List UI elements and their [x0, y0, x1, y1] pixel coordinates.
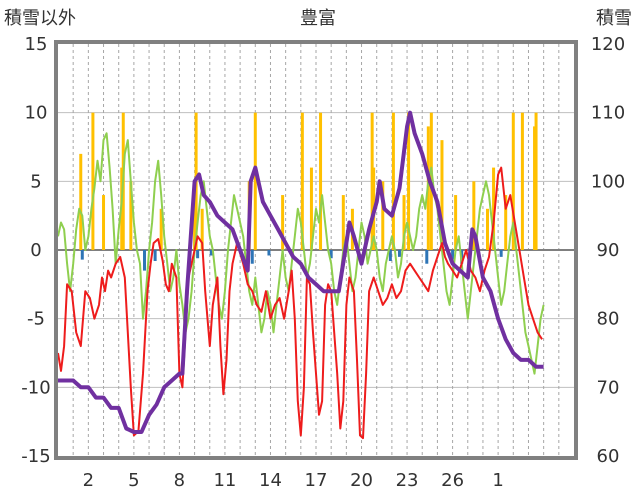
plot-frame: [54, 40, 578, 460]
precip-bar: [440, 140, 444, 250]
x-tick: 26: [441, 470, 464, 491]
precip-bar: [253, 112, 257, 251]
y-tick-right: 90: [597, 240, 620, 261]
precip-bar: [300, 112, 304, 251]
precip-bar: [391, 112, 395, 251]
negative-bar: [250, 250, 254, 264]
x-ticks: 2 5 8 11 14 17 20 23 26 1: [83, 470, 504, 491]
precip-bar: [102, 195, 106, 250]
negative-bar: [397, 250, 401, 257]
precip-bar: [319, 112, 323, 251]
precip-bar: [492, 167, 496, 250]
negative-bar: [329, 250, 333, 259]
precip-bar: [159, 208, 163, 250]
y-tick-left: 0: [30, 240, 41, 261]
y-tick-right: 70: [597, 377, 620, 398]
y-tick-right: 80: [597, 309, 620, 330]
x-tick: 2: [83, 470, 94, 491]
line-layer: [57, 110, 545, 440]
precip-bar: [200, 208, 204, 250]
negative-bar: [267, 250, 271, 256]
y-tick-left: 5: [30, 171, 41, 192]
y-tick-left: 15: [25, 34, 48, 55]
y-tick-right: 60: [597, 446, 620, 467]
y-tick-left: -10: [21, 377, 50, 398]
negative-bar: [80, 250, 84, 260]
negative-bar: [153, 250, 157, 261]
snow-depth-line: [58, 110, 544, 434]
precip-bar: [472, 181, 476, 250]
precip-bar: [129, 181, 133, 250]
precip-bar: [281, 195, 285, 250]
precip-bar: [504, 195, 508, 250]
precip-bar: [520, 112, 524, 251]
y-tick-right: 100: [591, 171, 625, 192]
negative-bar: [209, 250, 213, 256]
precip-bar: [79, 153, 83, 250]
x-tick: 1: [492, 470, 503, 491]
negative-bar: [451, 250, 455, 260]
y-tick-left: -5: [27, 309, 45, 330]
y-tick-left: -15: [21, 446, 50, 467]
precip-bar: [485, 208, 489, 250]
precip-bar: [91, 112, 95, 251]
chart-title: 豊富: [300, 8, 336, 29]
y-tick-left: 10: [25, 103, 48, 124]
y-ticks-left: 15 10 5 0 -5 -10 -15: [21, 34, 50, 467]
y-tick-right: 120: [591, 34, 625, 55]
negative-bar: [425, 250, 429, 264]
precip-bar: [454, 195, 458, 250]
precip-bar: [511, 112, 515, 251]
grid-lines: [58, 44, 574, 456]
negative-bar: [143, 250, 147, 271]
x-tick: 17: [305, 470, 328, 491]
precip-bar: [407, 112, 411, 251]
x-tick: 20: [350, 470, 373, 491]
x-tick: 8: [174, 470, 185, 491]
precip-bar: [370, 112, 374, 251]
precip-bar: [193, 195, 197, 250]
x-tick: 23: [396, 470, 419, 491]
x-tick: 11: [213, 470, 236, 491]
precip-bar: [341, 195, 345, 250]
x-tick: 5: [128, 470, 139, 491]
y-ticks-right: 120 110 100 90 80 70 60: [591, 34, 625, 467]
y-tick-right: 110: [591, 103, 625, 124]
y-axis-right-label: 積雪: [596, 8, 632, 29]
precip-bar: [533, 126, 537, 250]
x-tick: 14: [259, 470, 282, 491]
negative-bar: [388, 250, 392, 261]
y-axis-left-label: 積雪以外: [4, 8, 76, 29]
negative-bar: [196, 250, 200, 259]
negative-bar: [499, 250, 503, 257]
precip-bar: [309, 167, 313, 250]
precip-bar: [381, 181, 385, 250]
precip-bar: [534, 112, 538, 251]
precip-bar: [402, 195, 406, 250]
